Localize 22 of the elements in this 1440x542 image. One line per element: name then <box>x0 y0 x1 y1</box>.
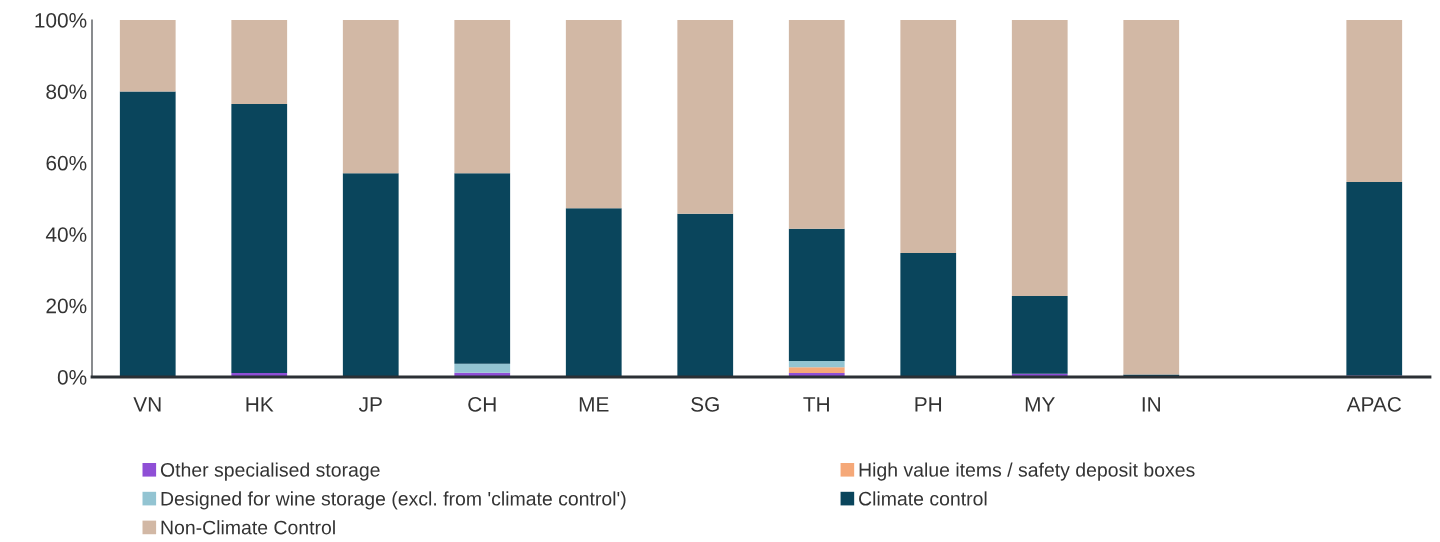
x-tick-label: HK <box>246 397 274 412</box>
legend-label: Climate control <box>859 491 987 506</box>
x-tick-label: MY <box>1025 397 1055 412</box>
legend-label: Other specialised storage <box>160 462 380 481</box>
x-tick-label: PH <box>915 397 942 412</box>
y-tick-label: 20% <box>46 298 87 314</box>
x-tick-label: VN <box>133 397 161 412</box>
y-tick-label: 80% <box>46 84 87 100</box>
x-tick-label: CH <box>468 396 496 412</box>
y-tick-label: 0% <box>57 370 87 385</box>
y-tick-label: 100% <box>35 13 87 28</box>
x-tick-label: JP <box>358 397 382 412</box>
x-tick-label: IN <box>1142 397 1160 412</box>
x-tick-label: APAC <box>1346 396 1402 412</box>
y-tick-label: 60% <box>46 155 87 171</box>
x-tick-label: SG <box>691 396 719 412</box>
y-tick-label: 40% <box>45 227 87 242</box>
legend-label: High value items / safety deposit boxes <box>859 462 1195 481</box>
legend-label: Non-Climate Control <box>161 520 335 535</box>
x-tick-label: TH <box>803 397 829 412</box>
x-tick-label: ME <box>579 397 609 412</box>
legend-label: Designed for wine storage (excl. from 'climate control') <box>161 491 626 510</box>
